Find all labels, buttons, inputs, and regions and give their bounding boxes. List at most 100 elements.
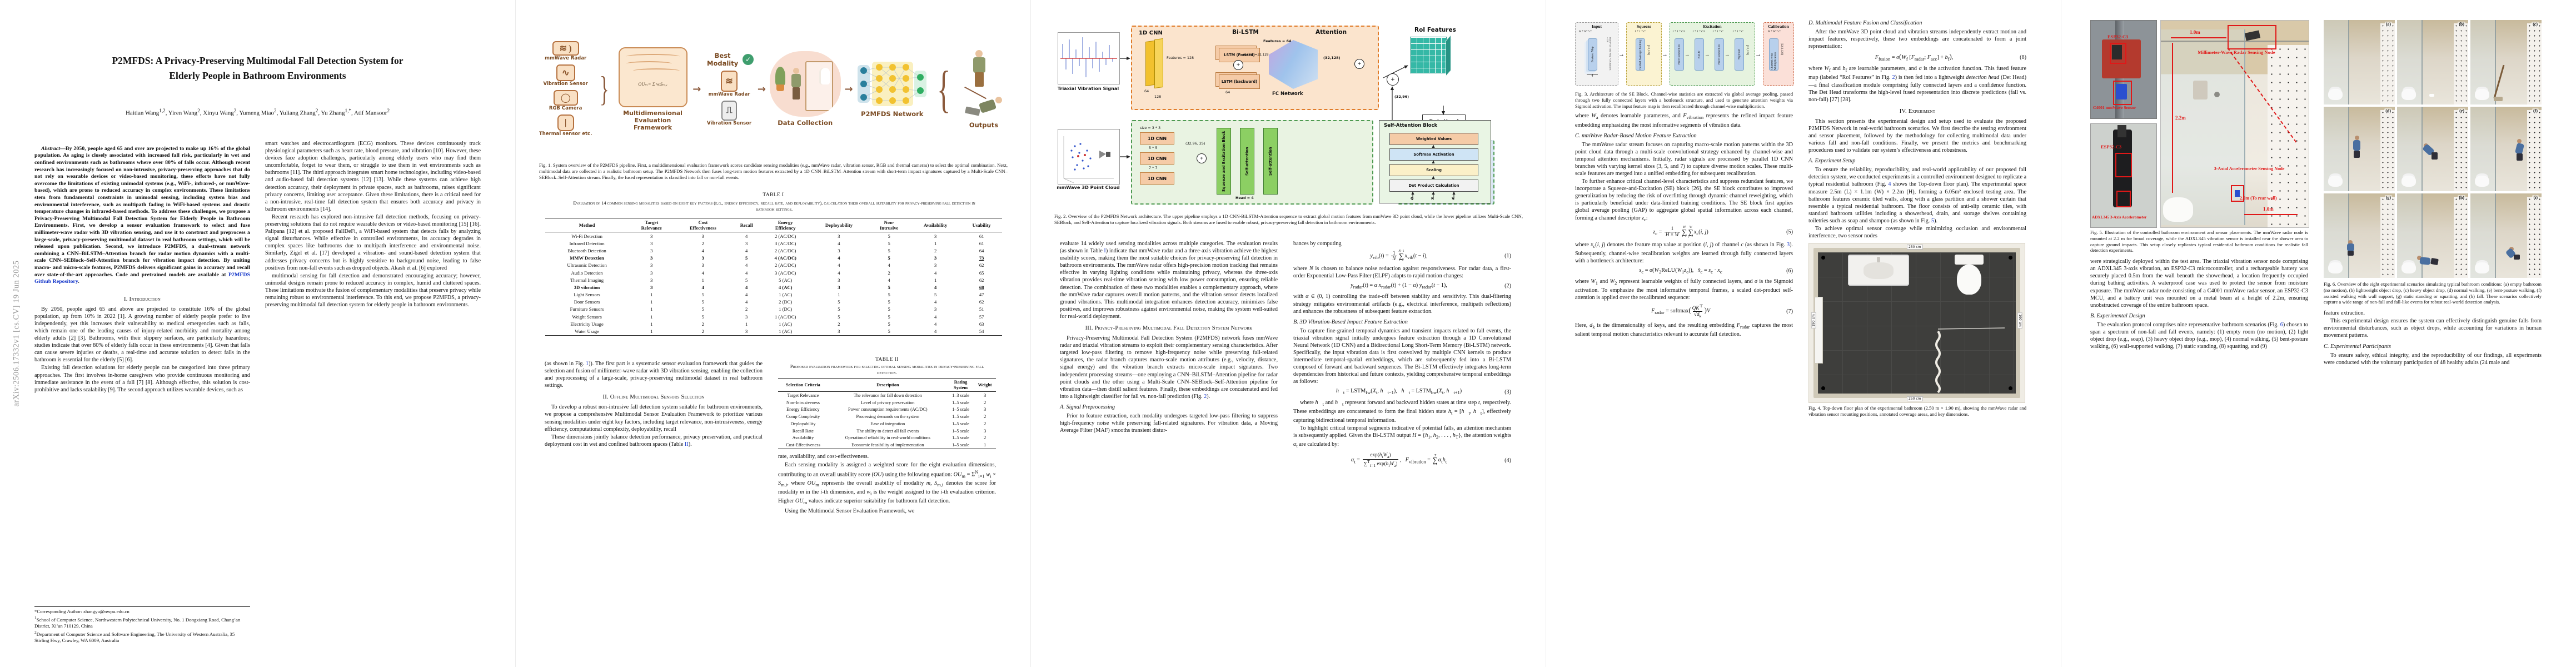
paragraph: Prior to feature extraction, each modali… — [1060, 412, 1278, 434]
table-cell: 3 — [701, 262, 704, 268]
column-header: Cost Effectiveness — [674, 218, 732, 232]
fc-network-shape — [1269, 40, 1318, 89]
data-table: Selection Criteria Description Rating Syste… — [778, 377, 996, 450]
paragraph: Recent research has explored non-intrusi… — [265, 213, 481, 271]
paragraph: where xc(i, j) denotes the feature map v… — [1575, 241, 1793, 265]
relu-slab: ReLU — [1695, 38, 1704, 71]
equation-number: (4) — [1504, 457, 1511, 464]
person-legs — [2348, 251, 2354, 256]
table-cell: Ease of integration — [870, 421, 905, 426]
table-row: Recall Rate The ability to detect all fal… — [778, 427, 996, 435]
table-cell: 1 — [934, 240, 937, 246]
shower-caddy — [2193, 81, 2208, 99]
page-4: Input H * W * C Feature Map Batch=32,Tim… — [1546, 0, 2061, 667]
cane-icon — [964, 86, 986, 99]
person-head — [793, 68, 799, 74]
table-cell: 2 — [838, 321, 840, 327]
table-2: Selection Criteria Description Rating Syste… — [778, 377, 996, 450]
equation-7: Fradar = softmax(QK⊤ √dk)V (7) — [1575, 304, 1793, 318]
self-attention-bar: Self-attention — [1240, 128, 1254, 195]
section-heading-experiment: IV. Experiment — [1899, 108, 1936, 115]
column-header: Recall — [731, 218, 761, 232]
arrow-right-icon: → — [1618, 51, 1625, 58]
glass-edge — [2348, 20, 2349, 104]
gap-slab: Global Average Pooling — [1636, 38, 1645, 71]
scenario-photo-a: (a) — [2324, 20, 2395, 104]
point-cloud-thumb-label: mmWave 3D Point Cloud — [1057, 185, 1120, 190]
corner-marker — [2009, 256, 2012, 260]
page4-column-left: Input H * W * C Feature Map Batch=32,Tim… — [1575, 20, 1794, 339]
framework-label: Multidimensional Evaluation Framework — [623, 109, 682, 131]
arxiv-sidebar-label: arXiv:2506.17332v1 [cs.CV] 19 Jun 2025 — [12, 260, 21, 407]
adxl-label: ADXL345 3-Axis Accelerometer — [2092, 215, 2147, 220]
subsection-vibration-feature-extraction: B. 3D Vibration-Based Impact Feature Ext… — [1293, 318, 1408, 325]
arrow-right-icon: → — [1755, 51, 1761, 58]
curtain — [2380, 197, 2395, 278]
table-cell: 2 — [934, 247, 937, 253]
toilet-bowl — [1957, 265, 1981, 295]
paragraph: bances by computing — [1293, 241, 1342, 247]
table-row: Ultrasonic Detection 3 3 4 2 (AC/DC) 4 4 3 62 — [545, 262, 1002, 269]
person-legs — [792, 87, 800, 99]
curtain — [2527, 23, 2542, 104]
table-cell: 3 — [701, 255, 704, 261]
mop-head — [2494, 97, 2503, 101]
equation-body: yvib(t) = 1 N N−1 ∑ i=0 xvib(t − i), — [1370, 250, 1428, 262]
subsection-experiment-setup: A. Experiment Setup — [1808, 158, 1856, 165]
paragraph: smart watches and electrocardiogram (ECG… — [265, 141, 481, 212]
dimension-label-right: 190 cm — [2017, 312, 2023, 328]
data-collection-label: Data Collection — [778, 119, 833, 127]
table-cell: 61 — [979, 240, 984, 246]
column-header: Energy Efficiency — [761, 218, 810, 232]
page2-column-right: TABLE II Proposed evaluation framework f… — [778, 357, 996, 515]
table-cell: 2 — [745, 306, 748, 312]
curtain — [2527, 197, 2542, 278]
table-cell: 1–5 scale — [952, 421, 969, 426]
table-header-row: Method Target Relevance Cost Effectiveness Re… — [545, 218, 1002, 232]
table-cell: 2 — [984, 400, 986, 405]
table-cell: 4 — [745, 233, 748, 239]
table-cell: 5 — [838, 306, 840, 312]
table-cell: 1–3 scale — [952, 392, 969, 398]
equation-number: (3) — [1504, 389, 1511, 395]
dim-label: 1 * 1 * C⁄r — [1692, 30, 1705, 33]
shower-head — [2214, 92, 2220, 97]
table-cell: 2 — [674, 327, 732, 336]
paragraph: To highlight critical temporal segments … — [1293, 425, 1511, 449]
person-legs — [965, 106, 980, 116]
table-cell: 3 (AC/DC) — [774, 240, 796, 246]
standing-person-figure — [960, 49, 999, 88]
scenario-photo-d: (d) — [2324, 107, 2395, 191]
multiscale-cnn-branch: size = 3 * 3 1D CNN 5 * 5 1D CNN 7 * 7 1… — [1131, 120, 1373, 205]
panel-label: (e) — [2458, 108, 2465, 113]
figure-1-pipeline-diagram: ≋ ) mmWave Radar ∿ Vibration Sensor ◯ RG… — [539, 19, 1008, 159]
framework-formula: OUₘ= Σ wᵢSₘ,ᵢ — [638, 81, 667, 87]
table-cell: 3 — [650, 262, 653, 268]
decorative-wave — [626, 61, 672, 66]
table-1: Method Target Relevance Cost Effectiveness Re… — [545, 218, 1002, 336]
esp32-label-2: ESP32-C3 — [2101, 144, 2122, 150]
table-1-title: TABLE I — [763, 192, 784, 198]
column-header: Non- Intrusive — [868, 218, 910, 232]
scenario-photo-i: (i) — [2470, 193, 2542, 278]
table-cell: 63 — [979, 321, 984, 327]
table-cell: 5 — [888, 292, 890, 298]
table-row: Furniture Sensors 1 5 2 1 (DC) 5 5 3 51 — [545, 306, 1002, 313]
table-cell: 3 — [838, 247, 840, 253]
figure-3-se-block: Input H * W * C Feature Map Batch=32,Tim… — [1575, 20, 1794, 89]
cnn-slab — [1145, 40, 1154, 87]
table-cell: MMW Detection — [570, 255, 604, 261]
equation-number: (7) — [1786, 308, 1793, 315]
paragraph: rate, availability, and cost-effectivene… — [778, 454, 869, 460]
person-head — [2517, 139, 2522, 143]
dimension-label-bottom: 250 cm — [1907, 396, 1923, 402]
glass-edge — [2421, 107, 2423, 191]
panel-label: (h) — [2458, 195, 2465, 200]
radar-node-label: Millimeter-Wave Radar Sensing Node — [2198, 49, 2275, 55]
section-heading-p2mfds-network: III. Privacy-Preserving Multimodal Fall … — [1085, 325, 1253, 332]
network-block: P2MFDS Network — [856, 61, 928, 118]
column-header: Description — [828, 377, 948, 392]
curtain — [2527, 110, 2542, 191]
paragraph: Privacy-Preserving Multimodal Fall Detec… — [1060, 335, 1278, 400]
table-cell: 4 — [701, 284, 704, 290]
